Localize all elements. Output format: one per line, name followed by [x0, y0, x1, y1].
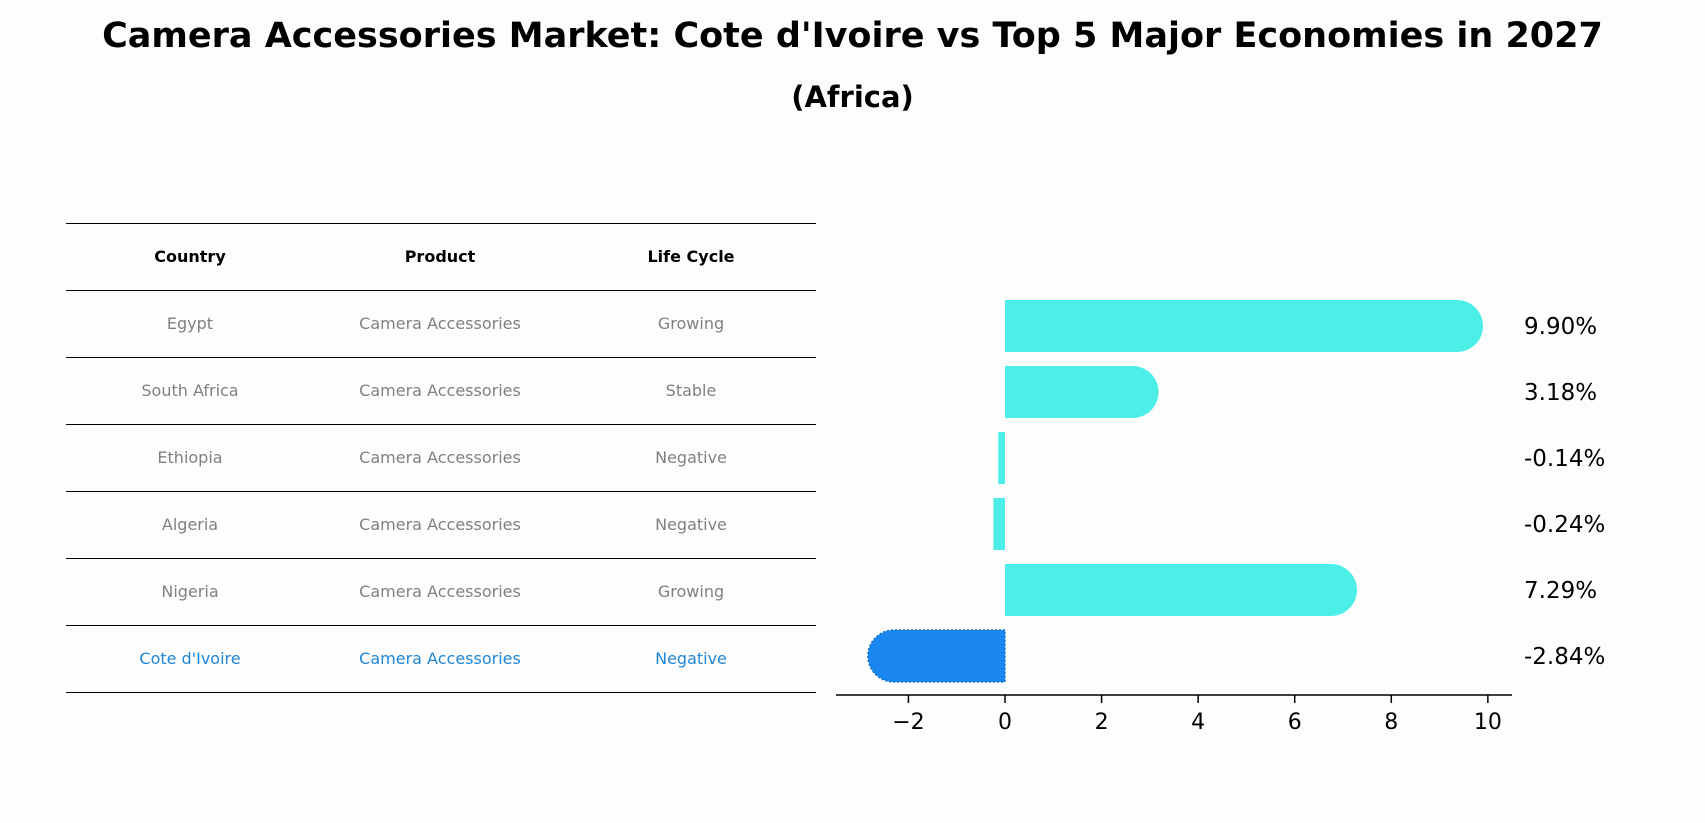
- cell-country: Ethiopia: [157, 448, 223, 467]
- cell-life-cycle: Stable: [665, 381, 717, 400]
- x-tick-label: 6: [1288, 710, 1302, 735]
- comparison-table: Country Product Life Cycle Egypt Camera …: [66, 223, 816, 693]
- cell-product: Camera Accessories: [359, 448, 521, 467]
- bar: [1005, 564, 1358, 616]
- x-tick-label: 10: [1474, 710, 1502, 735]
- header-country: Country: [154, 247, 226, 266]
- bar-value-label: 3.18%: [1524, 380, 1597, 406]
- table-row-highlighted: Cote d'Ivoire Camera Accessories Negativ…: [66, 625, 816, 693]
- table-row: South Africa Camera Accessories Stable: [66, 357, 816, 424]
- table-row: Egypt Camera Accessories Growing: [66, 290, 816, 357]
- cell-country: Algeria: [161, 515, 219, 534]
- cell-life-cycle: Growing: [657, 582, 725, 601]
- x-tick-label: −2: [892, 710, 924, 735]
- chart-subtitle: (Africa): [791, 80, 914, 114]
- bar-value-label: -2.84%: [1524, 644, 1605, 670]
- table-row: Nigeria Camera Accessories Growing: [66, 558, 816, 625]
- x-tick-label: 8: [1384, 710, 1398, 735]
- bar-value-label: -0.24%: [1524, 512, 1605, 538]
- x-tick-label: 0: [998, 710, 1012, 735]
- highlight-bar: [867, 629, 1006, 683]
- cell-product: Camera Accessories: [359, 582, 521, 601]
- cell-product: Camera Accessories: [359, 649, 521, 668]
- table-row: Algeria Camera Accessories Negative: [66, 491, 816, 558]
- cell-country: South Africa: [141, 381, 239, 400]
- cell-life-cycle: Negative: [655, 515, 727, 534]
- bar: [1005, 366, 1159, 418]
- cell-country: Egypt: [166, 314, 214, 333]
- cell-country: Cote d'Ivoire: [139, 649, 241, 668]
- cell-product: Camera Accessories: [359, 381, 521, 400]
- x-tick-label: 4: [1191, 710, 1205, 735]
- cell-product: Camera Accessories: [359, 515, 521, 534]
- bar: [1005, 300, 1484, 352]
- cell-life-cycle: Negative: [655, 448, 727, 467]
- x-tick-label: 2: [1095, 710, 1109, 735]
- bar-value-label: 9.90%: [1524, 314, 1597, 340]
- chart-title: Camera Accessories Market: Cote d'Ivoire…: [102, 16, 1603, 56]
- bar-value-label: 7.29%: [1524, 578, 1597, 604]
- cell-country: Nigeria: [161, 582, 219, 601]
- bar-value-label: -0.14%: [1524, 446, 1605, 472]
- header-life-cycle: Life Cycle: [647, 247, 735, 266]
- table-header-row: Country Product Life Cycle: [66, 223, 816, 290]
- cell-product: Camera Accessories: [359, 314, 521, 333]
- header-product: Product: [404, 247, 476, 266]
- bar: [998, 432, 1005, 484]
- cell-life-cycle: Growing: [657, 314, 725, 333]
- bar: [993, 498, 1005, 550]
- cell-life-cycle: Negative: [655, 649, 727, 668]
- table-row: Ethiopia Camera Accessories Negative: [66, 424, 816, 491]
